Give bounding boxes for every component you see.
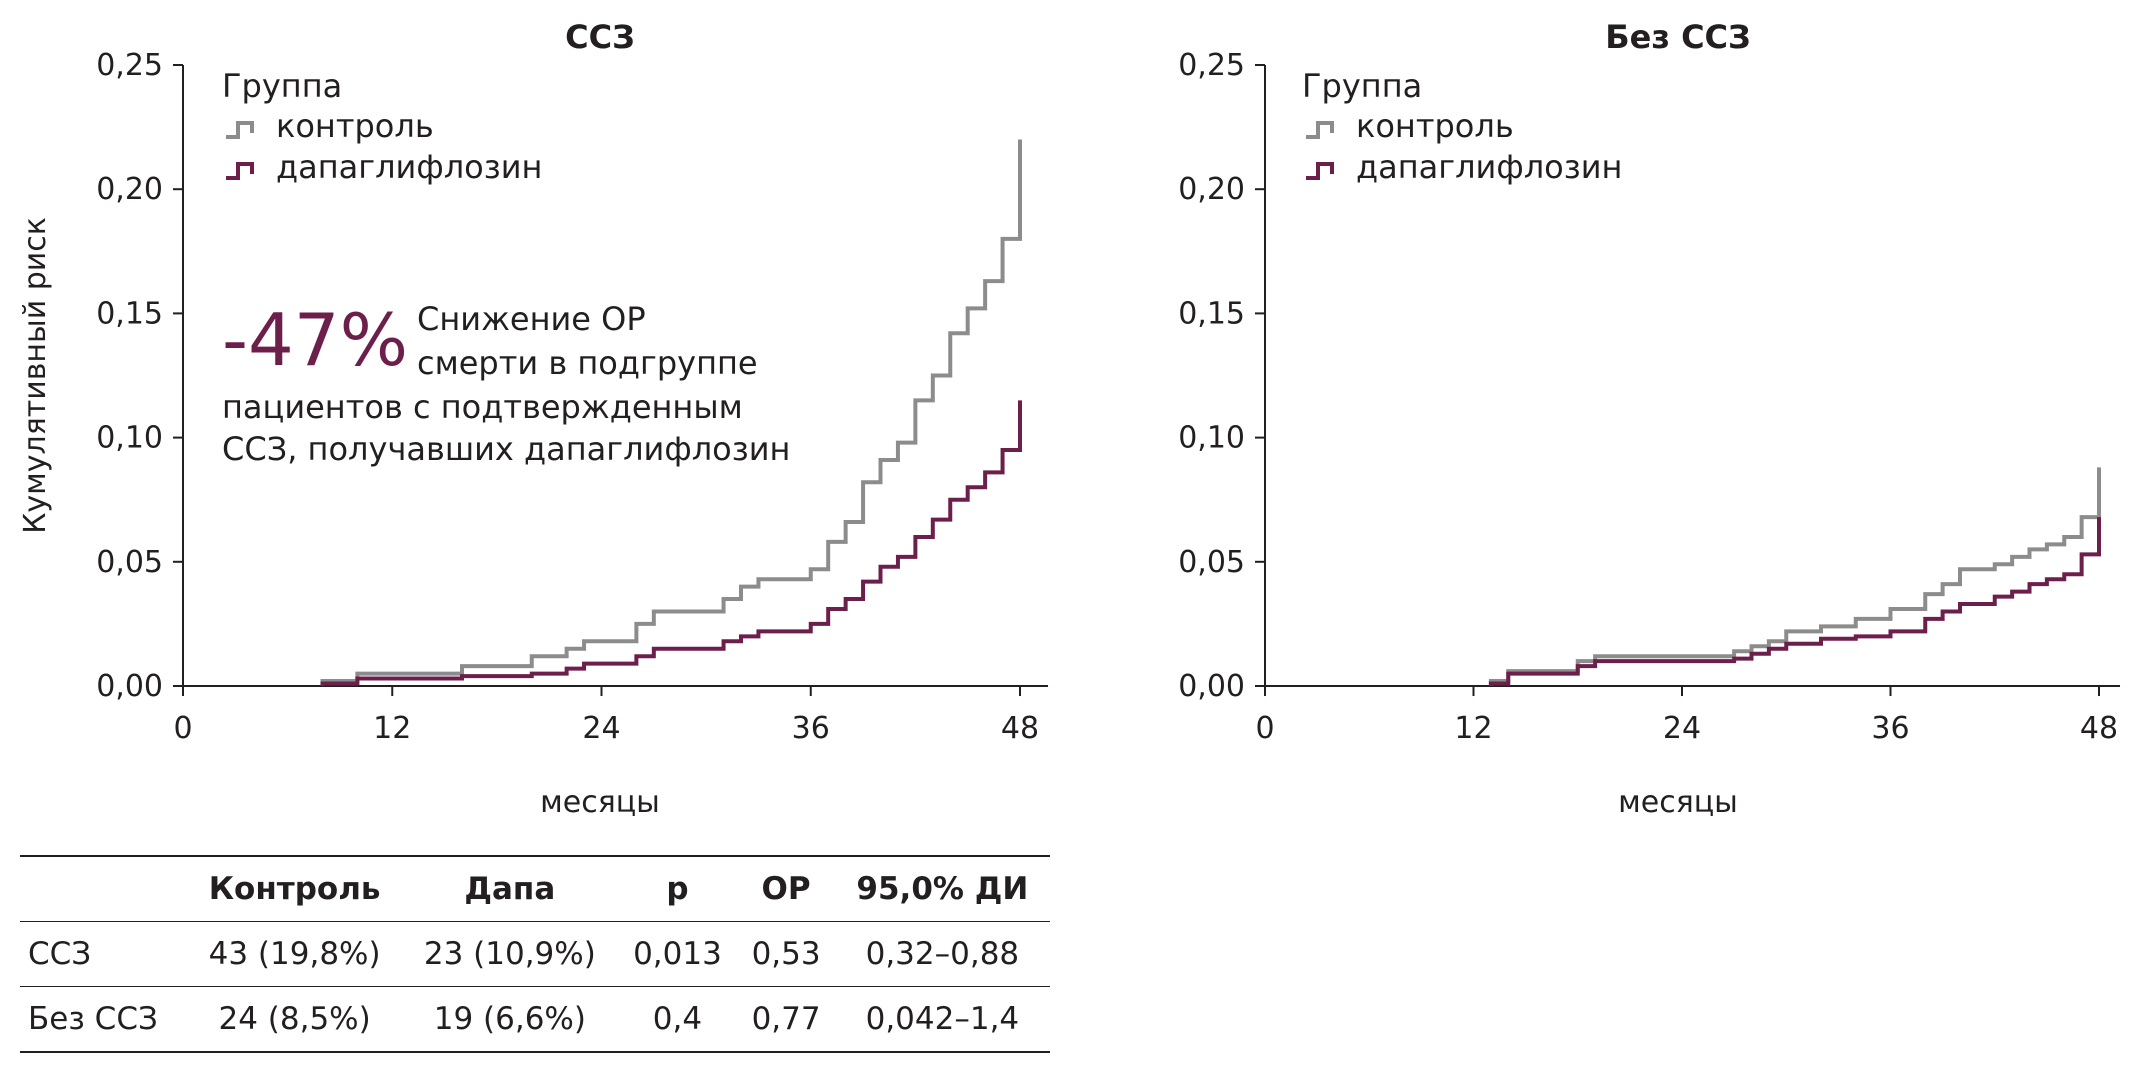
y-axis-label: Кумулятивный риск [18,217,53,534]
table-header-cell [20,856,187,922]
table-cell: 0,042–1,4 [865,1001,1020,1037]
km-charts: ССЗ 0,00 0,05 0,10 0,15 0,20 0,25 0 12 24 36 48 меся… [18,18,2120,820]
y-tick-label: 0,00 [1178,669,1245,704]
y-tick-label: 0,15 [1178,296,1245,331]
legend-title: Группа [1302,67,1422,105]
series-line-control [1488,467,2101,686]
legend-label: дапаглифлозин [1356,148,1622,186]
y-tick-label: 0,15 [96,296,163,331]
table-header-row: Контроль Дапа p ОР 95,0% ДИ [20,856,1050,922]
y-tick-label: 0,05 [1178,545,1245,580]
chart-title: ССЗ [565,18,635,56]
table-cell: 0,53 [751,936,821,972]
annotation-text: пациентов с подтвержденным [222,388,743,426]
y-tick-label: 0,10 [96,421,163,456]
table-header-cell: p [666,871,689,907]
table-header-cell: ОР [761,871,811,907]
y-tick-label: 0,25 [96,48,163,83]
annotation-text: Снижение ОР [417,300,646,338]
annotation-percent: -47% [222,298,408,382]
legend-swatch [1306,162,1334,180]
x-tick-label: 36 [1871,711,1909,746]
table-cell: 19 (6,6%) [433,1001,586,1037]
table-cell: 0,32–0,88 [865,936,1020,972]
table-cell: 0,4 [652,1001,703,1037]
table-header-cell: 95,0% ДИ [856,871,1029,907]
annotation-text: смерти в подгруппе [417,344,758,382]
x-axis-label: месяцы [540,785,660,820]
legend-label: контроль [276,107,434,145]
x-axis-label: месяцы [1618,785,1738,820]
x-tick-label: 48 [1001,711,1039,746]
table-cell: 0,77 [751,1001,821,1037]
y-tick-label: 0,05 [96,545,163,580]
chart-title: Без ССЗ [1605,18,1751,56]
legend-swatch [226,121,254,139]
y-tick-label: 0,25 [1178,48,1245,83]
series-line-dapagliflozin [1488,517,2101,686]
x-tick-label: 0 [173,711,192,746]
table-cell: Без ССЗ [28,1001,158,1037]
table-cell: 23 (10,9%) [423,936,596,972]
x-tick-label: 12 [1454,711,1492,746]
table-cell: 0,013 [633,936,722,972]
x-tick-label: 0 [1255,711,1274,746]
results-table: Контроль Дапа p ОР 95,0% ДИ ССЗ 43 (19,8… [20,855,1050,1053]
table-header-cell: Контроль [208,871,381,907]
legend-swatch [226,162,254,180]
legend-label: дапаглифлозин [276,148,542,186]
legend-title: Группа [222,67,342,105]
x-tick-label: 24 [582,711,620,746]
table-row: ССЗ 43 (19,8%) 23 (10,9%) 0,013 0,53 0,3… [20,921,1050,987]
table-header-cell: Дапа [464,871,556,907]
legend-swatch [1306,121,1334,139]
legend-label: контроль [1356,107,1514,145]
table-cell: ССЗ [28,936,92,972]
x-tick-label: 12 [373,711,411,746]
x-tick-label: 48 [2080,711,2118,746]
y-tick-label: 0,10 [1178,421,1245,456]
annotation-text: ССЗ, получавших дапаглифлозин [222,430,790,468]
table-row: Без ССЗ 24 (8,5%) 19 (6,6%) 0,4 0,77 0,0… [20,986,1050,1052]
x-tick-label: 24 [1663,711,1701,746]
series-line-dapagliflozin [320,400,1022,686]
table-cell: 24 (8,5%) [218,1001,371,1037]
y-tick-label: 0,20 [96,172,163,207]
series-line-control [320,139,1022,686]
x-tick-label: 36 [792,711,830,746]
y-tick-label: 0,00 [96,669,163,704]
table-cell: 43 (19,8%) [208,936,381,972]
y-tick-label: 0,20 [1178,172,1245,207]
